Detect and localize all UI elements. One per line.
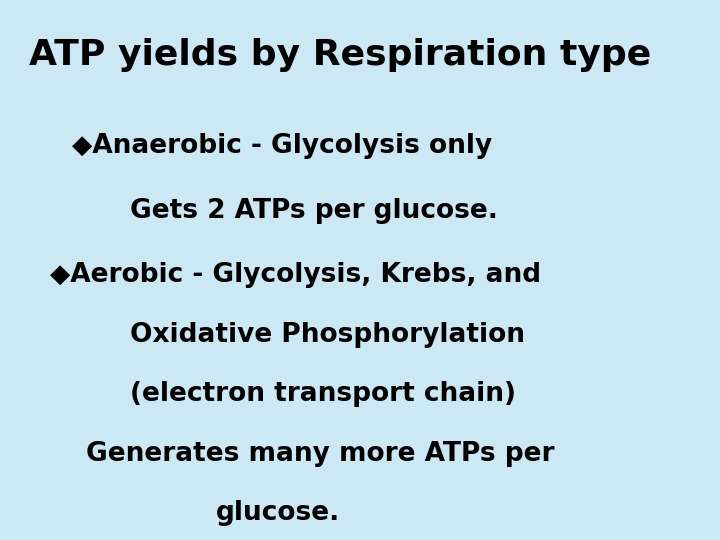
Text: Generates many more ATPs per: Generates many more ATPs per <box>86 441 555 467</box>
Text: ◆Aerobic - Glycolysis, Krebs, and: ◆Aerobic - Glycolysis, Krebs, and <box>50 262 541 288</box>
Text: Gets 2 ATPs per glucose.: Gets 2 ATPs per glucose. <box>130 198 498 224</box>
Text: glucose.: glucose. <box>216 500 341 526</box>
Text: ATP yields by Respiration type: ATP yields by Respiration type <box>29 38 651 72</box>
Text: (electron transport chain): (electron transport chain) <box>130 381 516 407</box>
Text: Oxidative Phosphorylation: Oxidative Phosphorylation <box>130 322 525 348</box>
Text: ◆Anaerobic - Glycolysis only: ◆Anaerobic - Glycolysis only <box>72 133 492 159</box>
